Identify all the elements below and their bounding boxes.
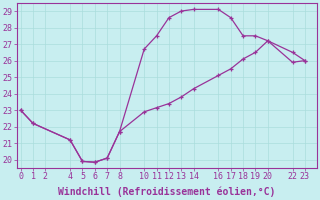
X-axis label: Windchill (Refroidissement éolien,°C): Windchill (Refroidissement éolien,°C) [58, 187, 276, 197]
